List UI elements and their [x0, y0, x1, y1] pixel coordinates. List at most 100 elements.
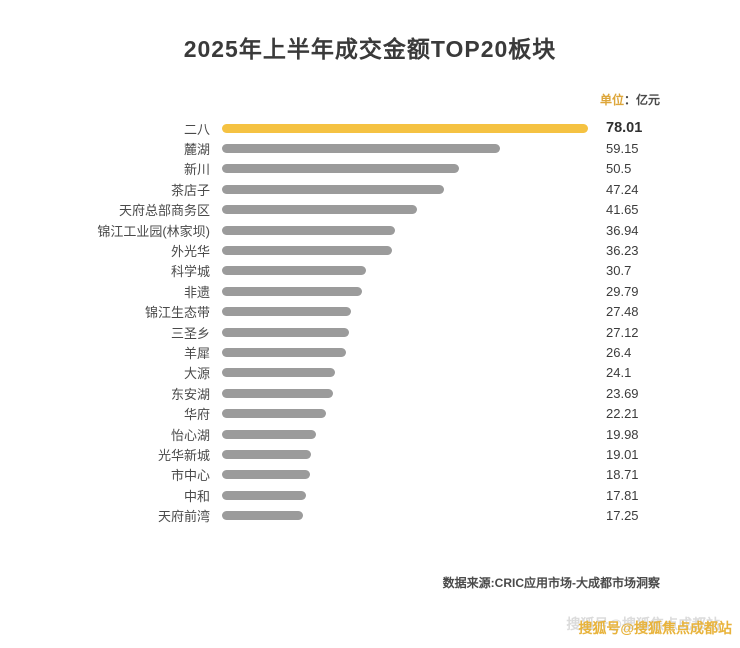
bar-track [222, 470, 588, 480]
category-label: 市中心 [170, 468, 210, 484]
chart-row: 非遗 29.79 [10, 281, 642, 301]
category-label: 茶店子 [170, 182, 210, 198]
category-label: 科学城 [170, 264, 210, 280]
value-label: 50.5 [606, 161, 632, 177]
value-label: 29.79 [606, 283, 639, 299]
bar-track [222, 144, 588, 154]
value-label: 30.7 [606, 263, 632, 279]
bar [222, 246, 392, 256]
value-label: 17.81 [606, 487, 639, 503]
value-label: 78.01 [606, 120, 643, 137]
chart-row: 天府总部商务区 41.65 [10, 200, 642, 220]
chart-row: 羊犀 26.4 [10, 342, 642, 362]
bar-chart: 二八 78.01 麓湖 59.15 新川 50.5 茶店子 47.24 天府总部商务区 41.65… [10, 118, 642, 526]
value-label: 26.4 [606, 344, 632, 360]
watermark-ghost: 搜狐号@搜狐焦点成都站 [566, 616, 720, 632]
chart-row: 茶店子 47.24 [10, 179, 642, 199]
bar [222, 511, 303, 521]
bar-track [222, 368, 588, 378]
value-label: 27.12 [606, 324, 639, 340]
chart-row: 麓湖 59.15 [10, 138, 642, 158]
bar-track [222, 429, 588, 439]
bar [222, 144, 500, 154]
bar-track [222, 123, 588, 133]
bar [222, 327, 350, 337]
value-label: 18.71 [606, 467, 639, 483]
category-label: 中和 [183, 488, 210, 504]
chart-row: 外光华 36.23 [10, 240, 642, 260]
bar [222, 266, 367, 276]
value-label: 22.21 [606, 406, 639, 422]
bar-track [222, 307, 588, 317]
bar [222, 225, 396, 235]
value-label: 24.1 [606, 365, 632, 381]
bar-track [222, 184, 588, 194]
chart-row: 东安湖 23.69 [10, 383, 642, 403]
bar [222, 205, 418, 215]
bar [222, 388, 334, 398]
bar [222, 347, 346, 357]
unit-label-suffix: ：亿元 [623, 93, 660, 107]
category-label: 麓湖 [183, 142, 210, 158]
chart-row: 市中心 18.71 [10, 465, 642, 485]
bar [222, 470, 310, 480]
category-label: 天府总部商务区 [118, 203, 210, 219]
value-label: 19.01 [606, 446, 639, 462]
bar [222, 164, 459, 174]
bar [222, 429, 316, 439]
bar-track [222, 347, 588, 357]
bar-track [222, 511, 588, 521]
category-label: 大源 [183, 366, 210, 382]
bar-track [222, 449, 588, 459]
bar-track [222, 246, 588, 256]
watermark-area: 搜狐号@搜狐焦点成都站 搜狐号@搜狐焦点成都站 [566, 616, 732, 638]
category-label: 天府前湾 [157, 509, 210, 525]
value-label: 59.15 [606, 141, 639, 157]
value-label: 47.24 [606, 181, 639, 197]
value-label: 17.25 [606, 508, 639, 524]
chart-row: 锦江工业园(林家坝) 36.94 [10, 220, 642, 240]
category-label: 外光华 [170, 244, 210, 260]
bar [222, 449, 312, 459]
category-label: 光华新城 [157, 447, 210, 463]
chart-row: 锦江生态带 27.48 [10, 302, 642, 322]
bar [222, 490, 306, 500]
bar-track [222, 225, 588, 235]
bar-track [222, 266, 588, 276]
bar [222, 368, 336, 378]
chart-row: 光华新城 19.01 [10, 444, 642, 464]
bar-track [222, 164, 588, 174]
bar-track [222, 205, 588, 215]
unit-label-prefix: 单位 [599, 93, 624, 107]
value-label: 41.65 [606, 202, 639, 218]
bar-track [222, 327, 588, 337]
chart-row: 中和 17.81 [10, 485, 642, 505]
watermark: 搜狐号@搜狐焦点成都站 [578, 620, 732, 636]
chart-row: 三圣乡 27.12 [10, 322, 642, 342]
category-label: 东安湖 [170, 386, 210, 402]
category-label: 新川 [183, 162, 210, 178]
chart-row: 天府前湾 17.25 [10, 505, 642, 525]
category-label: 锦江工业园(林家坝) [97, 223, 210, 239]
bar-track [222, 409, 588, 419]
bar [222, 184, 444, 194]
data-source: 数据来源:CRIC应用市场-大成都市场洞察 [442, 576, 660, 590]
bar [222, 123, 588, 133]
chart-row: 怡心湖 19.98 [10, 424, 642, 444]
bar-track [222, 286, 588, 296]
chart-row: 新川 50.5 [10, 159, 642, 179]
value-label: 19.98 [606, 426, 639, 442]
category-label: 羊犀 [183, 345, 210, 361]
category-label: 怡心湖 [170, 427, 210, 443]
category-label: 二八 [183, 121, 210, 137]
bar-track [222, 490, 588, 500]
value-label: 36.94 [606, 222, 639, 238]
unit-label: 单位：亿元 [600, 91, 660, 108]
chart-title: 2025年上半年成交金额TOP20板块 [183, 36, 557, 62]
category-label: 三圣乡 [170, 325, 210, 341]
bar [222, 286, 362, 296]
chart-row: 科学城 30.7 [10, 261, 642, 281]
bar-track [222, 388, 588, 398]
value-label: 36.23 [606, 243, 639, 259]
